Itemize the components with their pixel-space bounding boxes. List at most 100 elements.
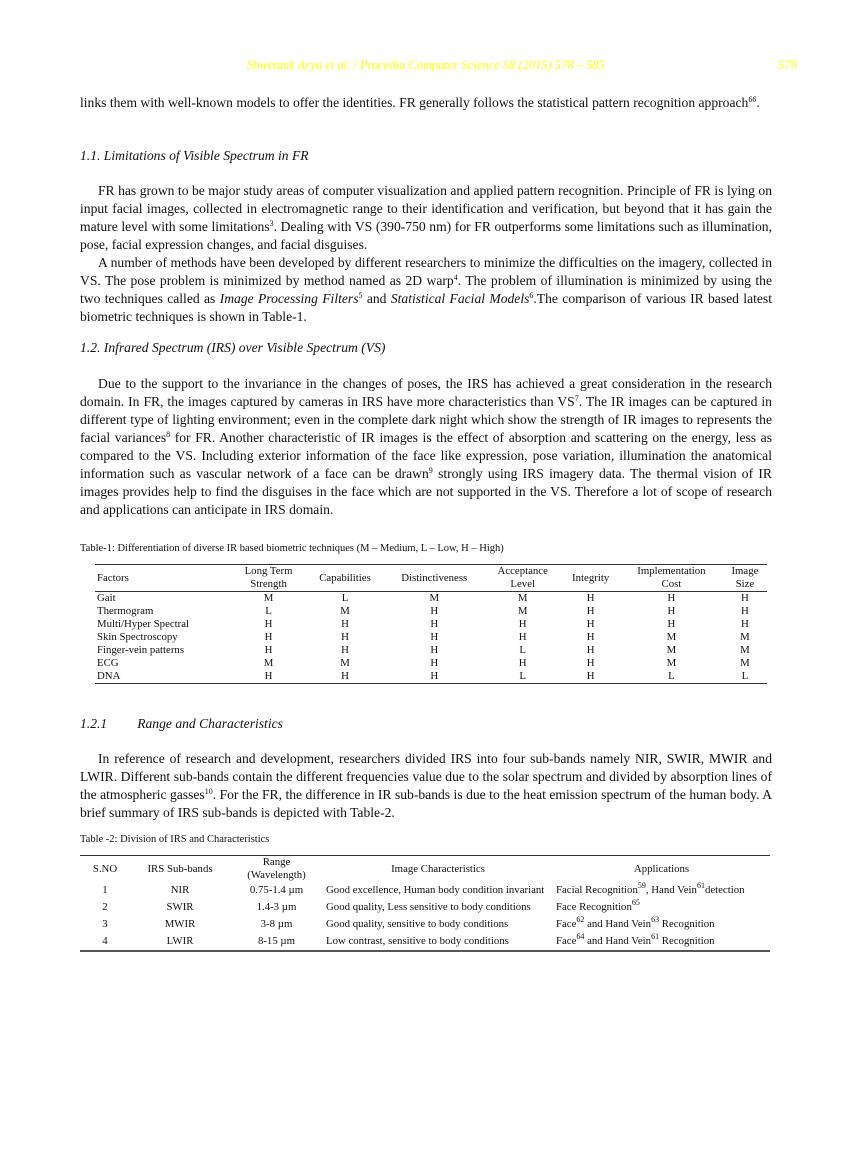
table-cell: H: [586, 644, 595, 656]
table-cell: H: [264, 631, 273, 643]
table-cell: H: [430, 605, 439, 617]
text-run: and Hand Vein: [584, 918, 652, 930]
superscript-ref: 7: [574, 394, 579, 403]
header-text: S.NO: [92, 862, 118, 875]
superscript-ref: 10: [204, 787, 213, 796]
table-cell: M: [263, 592, 274, 604]
text-run: Face: [556, 918, 577, 930]
table-cell: L: [741, 670, 749, 682]
table-row: 1 NIR 0.75-1.4 µm Good excellence, Human bo…: [80, 882, 770, 899]
header-text: (Wavelength): [247, 869, 306, 881]
table-cell: Multi/Hyper Spectral: [97, 618, 190, 630]
text-run: FR has grown to be major study areas of …: [80, 183, 772, 234]
table-cell: M: [429, 592, 440, 604]
table-cell: SWIR: [166, 901, 194, 913]
superscript-ref: 61: [696, 881, 705, 890]
text-run: Statistical Facial Models: [390, 291, 530, 306]
table-row: Thermogram L M H M H H H: [95, 605, 767, 618]
text-run: for FR. Another characteristic of IR ima…: [80, 430, 772, 481]
column-header: Applications: [553, 856, 770, 883]
table-cell: H: [586, 618, 595, 630]
table-cell: H: [518, 631, 527, 643]
table-cell: NIR: [170, 884, 190, 896]
text-run: .: [756, 95, 760, 110]
section-heading: 1.2.1 Range and Characteristics: [80, 716, 772, 732]
section-heading: 1.2. Infrared Spectrum (IRS) over Visibl…: [80, 340, 386, 355]
table-cell: M: [263, 657, 274, 669]
table-cell: ECG: [97, 657, 119, 669]
table-cell: H: [264, 618, 273, 630]
table-cell: M: [666, 657, 677, 669]
table-cell: Facial Recognition59, Hand Vein61detecti…: [553, 882, 770, 899]
superscript-ref: 3: [269, 219, 274, 228]
table-cell: 2: [102, 901, 108, 913]
text-run: strongly using IRS imagery data. The the…: [80, 466, 772, 517]
table-cell: L: [341, 592, 349, 604]
table-cell: Face Recognition65: [553, 899, 770, 916]
header-text: Image: [731, 565, 759, 577]
table-cell: H: [741, 605, 749, 617]
column-header: Capabilities: [305, 565, 384, 592]
table-cell: H: [518, 618, 527, 630]
text-run: , Hand Vein: [645, 884, 697, 896]
table-cell: H: [518, 657, 527, 669]
text-run: . The IR images can be captured in diffe…: [80, 394, 772, 445]
header-text: Factors: [97, 571, 129, 584]
superscript-ref: 5: [358, 291, 363, 300]
text-run: Good excellence, Human body condition in…: [326, 884, 545, 896]
table-cell: Good quality, Less sensitive to body con…: [323, 899, 553, 916]
table2-caption: Table -2: Division of IRS and Characteri…: [80, 834, 270, 845]
table-cell: H: [264, 644, 273, 656]
table-row: DNA H H H L H L L: [95, 670, 767, 684]
superscript-ref: 62: [576, 915, 585, 924]
table-cell: M: [740, 631, 750, 643]
table-cell: H: [667, 605, 676, 617]
table-row: Multi/Hyper Spectral H H H H H H H: [95, 618, 767, 631]
text-run: Face Recognition: [556, 901, 632, 913]
table-cell: M: [666, 644, 677, 656]
paragraph: In reference of research and development…: [80, 750, 772, 822]
table-cell: M: [340, 605, 350, 617]
table-cell: H: [430, 670, 439, 682]
text-run: and Hand Vein: [584, 935, 652, 947]
text-run: Recognition: [659, 918, 715, 930]
superscript-ref: 4: [453, 273, 458, 282]
table-cell: 4: [102, 935, 108, 947]
text-run: Good quality, Less sensitive to body con…: [326, 901, 531, 913]
header-text: Level: [510, 578, 535, 590]
table-cell: Skin Spectroscopy: [97, 631, 178, 643]
table-cell: 3-8 µm: [260, 918, 293, 930]
paragraph: FR has grown to be major study areas of …: [80, 182, 772, 254]
table-cell: H: [741, 618, 749, 630]
table-cell: H: [586, 592, 595, 604]
header-text: Capabilities: [319, 571, 371, 584]
table-cell: M: [666, 631, 677, 643]
table-cell: M: [340, 657, 350, 669]
table-row: 2 SWIR 1.4-3 µm Good quality, Less sensitiv…: [80, 899, 770, 916]
table-cell: H: [430, 644, 439, 656]
table-cell: DNA: [97, 670, 121, 682]
text-run: detection: [704, 884, 745, 896]
table-cell: M: [740, 657, 750, 669]
column-header: Integrity: [561, 565, 620, 592]
table-cell: H: [586, 670, 595, 682]
table-cell: Face62 and Hand Vein63 Recognition: [553, 916, 770, 933]
table-cell: H: [341, 618, 349, 630]
superscript-ref: 6: [529, 291, 534, 300]
table-cell: L: [519, 644, 526, 656]
column-header: Range (Wavelength): [230, 856, 323, 883]
table-cell: 0.75-1.4 µm: [249, 884, 304, 896]
column-header: S.NO: [80, 856, 130, 883]
superscript-ref: 63: [651, 915, 660, 924]
column-header: Acceptance Level: [484, 565, 561, 592]
header-text: Applications: [633, 862, 690, 875]
header-text: Integrity: [572, 571, 610, 584]
table-cell: MWIR: [164, 918, 196, 930]
heading-number: 1.2.1: [80, 716, 108, 731]
header-text: Implementation: [637, 565, 706, 577]
table-cell: Face64 and Hand Vein61 Recognition: [553, 933, 770, 951]
superscript-ref: 9: [428, 466, 433, 475]
table-row: Finger-vein patterns H H H L H M M: [95, 644, 767, 657]
superscript-ref: 66: [748, 95, 757, 104]
table-cell: H: [586, 605, 595, 617]
